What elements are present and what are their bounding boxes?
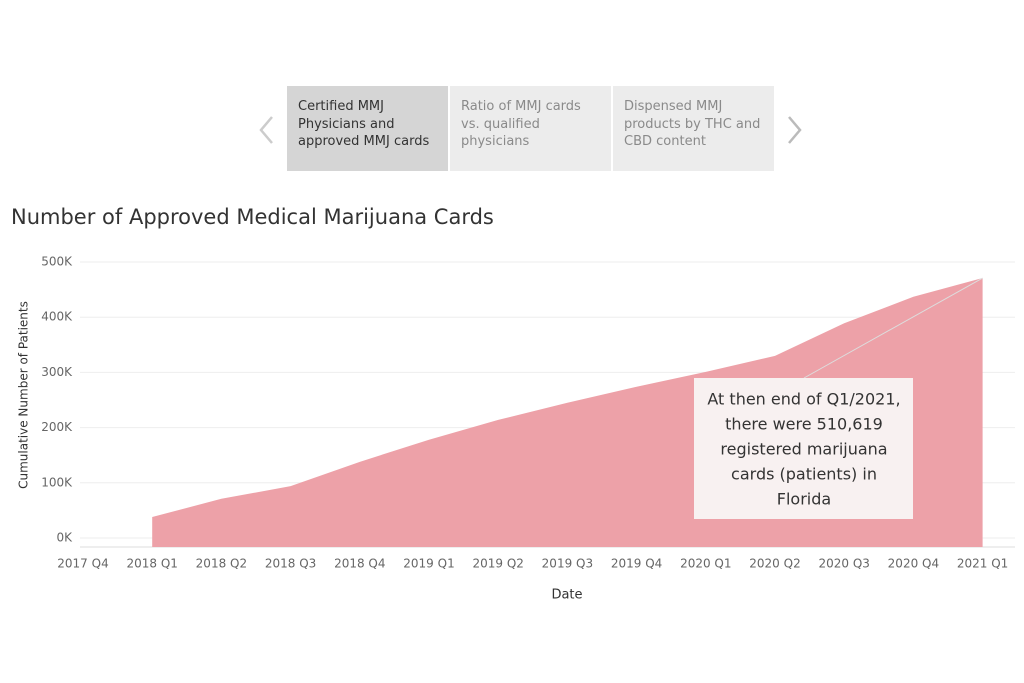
x-axis-label: Date	[551, 588, 582, 603]
x-tick-label: 2020 Q2	[749, 557, 800, 571]
annotation-text: cards (patients) in	[731, 465, 877, 484]
annotation-text: At then end of Q1/2021,	[707, 390, 900, 409]
annotation-text: registered marijuana	[720, 440, 887, 459]
y-axis-label: Cumulative Number of Patients	[17, 301, 31, 489]
x-tick-label: 2020 Q3	[818, 557, 869, 571]
next-arrow[interactable]	[788, 116, 802, 144]
tab[interactable]: Ratio of MMJ cards vs. qualified physici…	[450, 86, 611, 171]
x-tick-label: 2020 Q4	[888, 557, 939, 571]
x-tick-label: 2018 Q2	[196, 557, 247, 571]
y-tick-label: 100K	[41, 475, 73, 489]
y-tick-label: 300K	[41, 365, 73, 379]
x-tick-label: 2019 Q3	[542, 557, 593, 571]
y-tick-label: 0K	[56, 531, 73, 545]
tab[interactable]: Certified MMJ Physicians and approved MM…	[287, 86, 448, 171]
chart-title: Number of Approved Medical Marijuana Car…	[11, 205, 494, 229]
x-tick-label: 2019 Q1	[403, 557, 454, 571]
x-tick-label: 2018 Q3	[265, 557, 316, 571]
y-tick-label: 400K	[41, 310, 73, 324]
x-tick-label: 2021 Q1	[957, 557, 1008, 571]
tab[interactable]: Dispensed MMJ products by THC and CBD co…	[613, 86, 774, 171]
annotation-connector	[803, 277, 983, 379]
x-tick-label: 2018 Q1	[126, 557, 177, 571]
annotation-text: Florida	[777, 490, 831, 509]
x-tick-label: 2019 Q2	[472, 557, 523, 571]
x-tick-label: 2017 Q4	[57, 557, 108, 571]
y-tick-label: 500K	[41, 255, 73, 269]
prev-arrow[interactable]	[259, 116, 273, 144]
annotation-box	[694, 378, 913, 519]
x-tick-label: 2020 Q1	[680, 557, 731, 571]
annotation-text: there were 510,619	[725, 415, 883, 434]
x-tick-label: 2019 Q4	[611, 557, 662, 571]
x-tick-label: 2018 Q4	[334, 557, 385, 571]
y-tick-label: 200K	[41, 420, 73, 434]
